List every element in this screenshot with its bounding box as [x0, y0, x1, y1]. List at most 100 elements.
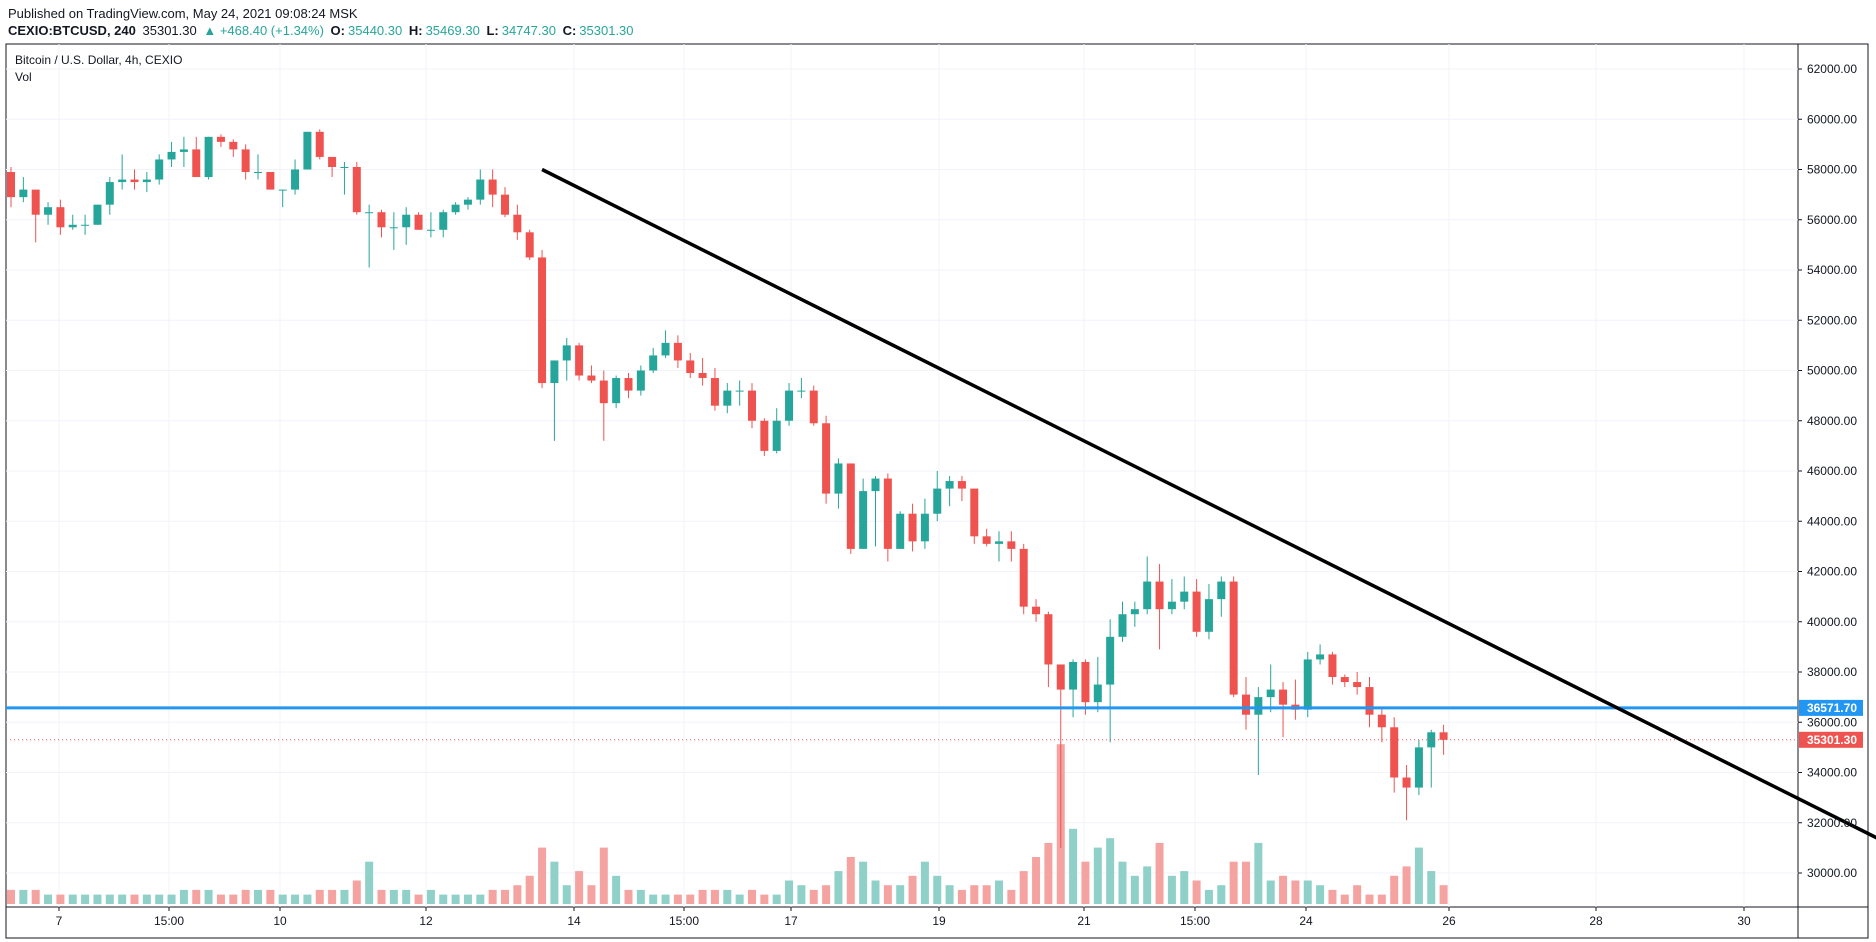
volume-bar [834, 871, 843, 904]
volume-bar [19, 889, 28, 904]
volume-bar [1266, 880, 1275, 904]
volume-bar [1254, 842, 1263, 904]
volume-bar [649, 894, 658, 904]
candle-body [328, 156, 337, 167]
candle-body [204, 136, 213, 178]
volume-bar [772, 894, 781, 904]
y-tick-label: 44000.00 [1807, 514, 1857, 528]
price-change: ▲ +468.40 (+1.34%) [203, 23, 324, 38]
volume-bar [1130, 875, 1139, 904]
volume-bar [328, 889, 337, 904]
volume-bar [982, 885, 991, 904]
candle-body [1217, 581, 1226, 600]
volume-bar [44, 894, 53, 904]
candle-body [426, 229, 435, 231]
volume-bar [1365, 894, 1374, 904]
volume-bar [562, 885, 571, 904]
volume-bar [254, 889, 262, 904]
series-legend-title: Bitcoin / U.S. Dollar, 4h, CEXIO [15, 53, 183, 67]
x-tick-label: 26 [1442, 914, 1456, 928]
candle-body [216, 136, 225, 142]
candle-body [130, 179, 139, 183]
candle-body [587, 375, 596, 381]
candle-body [785, 390, 794, 421]
chart-frame [5, 43, 1869, 939]
open-value: 35440.30 [348, 23, 403, 38]
volume-bar [612, 875, 621, 904]
volume-bar [414, 894, 423, 904]
candle-body [1056, 664, 1065, 690]
grid-lines [6, 44, 1798, 907]
volume-bar [1192, 880, 1201, 904]
candle-body [686, 360, 695, 374]
horizontal-line-price-tag: 36571.70 [1807, 701, 1857, 715]
candle-body [735, 390, 744, 392]
volume-bar [439, 894, 448, 904]
candle-body [933, 488, 942, 514]
candle-body [538, 257, 547, 384]
symbol-label: CEXIO:BTCUSD, 240 [8, 23, 136, 38]
open-label: O: [330, 23, 345, 38]
volume-bar [599, 847, 608, 904]
volume-bar [7, 889, 15, 904]
volume-bar [673, 894, 682, 904]
candle-body [414, 214, 423, 230]
volume-bar [883, 885, 892, 904]
volume-bar [1353, 885, 1362, 904]
volume-bar [377, 889, 386, 904]
volume-bar [192, 889, 201, 904]
y-tick-label: 40000.00 [1807, 615, 1857, 629]
volume-bar [266, 889, 275, 904]
volume-bar [1229, 861, 1238, 904]
candle-body [772, 420, 781, 451]
candle-body [1180, 591, 1189, 602]
volume-bar [513, 885, 522, 904]
candle-body [1316, 654, 1325, 660]
volume-bar [389, 889, 398, 904]
volume-bar [896, 885, 905, 904]
volume-bar [933, 875, 942, 904]
candle-body [7, 172, 15, 198]
candle-body [649, 355, 658, 371]
candle-body [315, 131, 324, 157]
candle-body [710, 378, 719, 406]
volume-bar [204, 889, 213, 904]
y-tick-label: 38000.00 [1807, 665, 1857, 679]
volume-bar [686, 894, 695, 904]
candle-body [365, 212, 374, 214]
volume-bar [1032, 857, 1041, 904]
candle-body [945, 481, 954, 489]
volume-bar [723, 889, 732, 904]
volume-bar [229, 894, 238, 904]
drawings [6, 167, 1876, 894]
candle-body [1081, 661, 1090, 703]
candle-body [501, 194, 509, 215]
volume-bar [1093, 847, 1102, 904]
candle-body [723, 390, 732, 406]
candle-body [1279, 689, 1288, 705]
candle-body [19, 189, 28, 198]
last-price-tag-bg [1799, 731, 1863, 748]
volume-bar [501, 889, 509, 904]
candle-body [525, 232, 534, 258]
candle-body [797, 390, 806, 392]
volume-bar [1291, 880, 1300, 904]
time-axis[interactable]: 7 15:00 10 12 14 15:00 17 19 21 15:00 24 26 28 30 [56, 907, 1751, 928]
y-tick-label: 60000.00 [1807, 112, 1857, 126]
volume-bar [31, 889, 40, 904]
candle-body [896, 513, 905, 549]
candle-body [661, 342, 670, 356]
price-axis[interactable]: 30000.00 32000.00 34000.00 36000.00 38000.00… [1798, 62, 1863, 880]
y-tick-label: 54000.00 [1807, 263, 1857, 277]
volume-bar [859, 861, 868, 904]
downtrend-line[interactable] [541, 167, 1876, 894]
candle-body [44, 207, 53, 215]
candle-body [883, 478, 892, 549]
volume-bar [1402, 866, 1411, 904]
volume-bar [1439, 885, 1448, 904]
volume-bar [1303, 880, 1312, 904]
volume-bar [1155, 842, 1164, 904]
ohlc-header: CEXIO:BTCUSD, 240 35301.30 ▲ +468.40 (+1… [8, 23, 637, 38]
volume-bar [1167, 875, 1176, 904]
